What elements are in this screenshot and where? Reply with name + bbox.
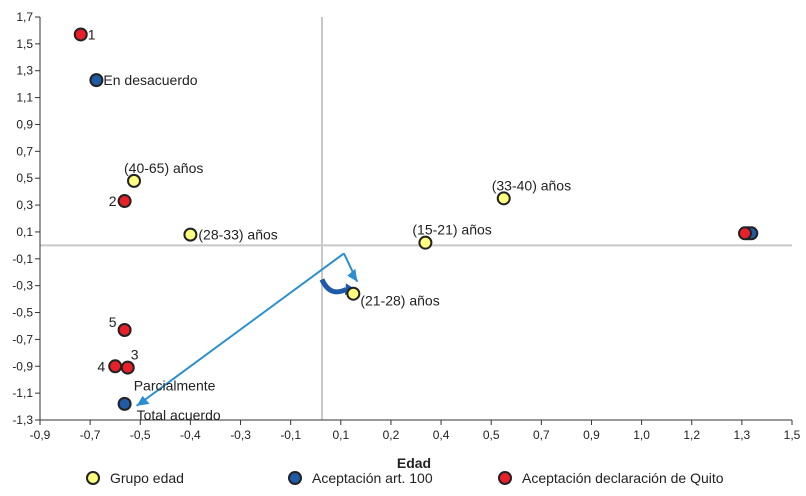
legend: Grupo edad Aceptación art. 100 Aceptació… [0, 470, 806, 496]
data-point [120, 360, 135, 375]
data-point [73, 27, 88, 42]
point-label: 4 [97, 358, 105, 374]
x-tick-label: 0,4 [433, 428, 450, 442]
y-tick-label: 1,1 [16, 91, 33, 105]
x-tick-label: 1,5 [784, 428, 801, 442]
y-tick-label: -0,5 [12, 306, 33, 320]
data-point [108, 359, 123, 374]
y-tick-label: -1,3 [12, 413, 33, 427]
plot-axes: -0,9 -0,7 -0,5 -0,4 -0,3 -0,1 0,1 0,2 0,4 0,5 0,7 0… [12, 10, 800, 442]
y-tick-label: 0,5 [16, 171, 33, 185]
legend-label: Aceptación declaración de Quito [522, 470, 724, 486]
x-tick-label: 0,7 [533, 428, 550, 442]
annotation-label: Parcialmente [134, 377, 216, 393]
x-tick-label: -0,1 [280, 428, 301, 442]
y-tick-label: 0,3 [16, 198, 33, 212]
x-tick-label: 0,5 [483, 428, 500, 442]
legend-swatch-red [498, 471, 512, 485]
data-point [418, 235, 433, 250]
x-tick-label: -0,5 [130, 428, 151, 442]
y-tick-label: 0,7 [16, 144, 33, 158]
plot-grid [40, 17, 792, 420]
point-label: Total acuerdo [137, 407, 221, 423]
data-point [496, 191, 511, 206]
y-tick-label: 0,9 [16, 117, 33, 131]
rotation-arc [319, 278, 348, 295]
point-label: En desacuerdo [103, 72, 197, 88]
y-tick-label: 1,7 [16, 10, 33, 24]
legend-item-grupo-edad: Grupo edad [86, 470, 184, 486]
point-label: 5 [109, 314, 117, 330]
legend-item-aceptacion-art-100: Aceptación art. 100 [288, 470, 433, 486]
y-tick-label: -0,1 [12, 252, 33, 266]
point-label: (28-33) años [198, 227, 277, 243]
data-point [89, 73, 104, 88]
y-tick-label: -0,7 [12, 332, 33, 346]
legend-swatch-blue [288, 471, 302, 485]
y-tick-label: 0,1 [16, 225, 33, 239]
data-point [117, 396, 132, 411]
point-label: (21-28) años [360, 293, 439, 309]
data-point [346, 286, 361, 301]
x-tick-label: 1,3 [734, 428, 751, 442]
y-tick-label: -1,1 [12, 386, 33, 400]
legend-label: Grupo edad [110, 470, 184, 486]
x-tick-label: -0,3 [230, 428, 251, 442]
x-tick-label: -0,7 [80, 428, 101, 442]
x-tick-label: 1,2 [683, 428, 700, 442]
arrow-head-total-acuerdo [136, 395, 150, 406]
point-label: 3 [131, 347, 139, 363]
arrow-head-21-28 [347, 268, 358, 282]
data-point [738, 226, 752, 241]
data-point [183, 227, 198, 242]
x-tick-label: 0,1 [332, 428, 349, 442]
x-tick-label: 1,0 [633, 428, 650, 442]
x-tick-label: 0,2 [383, 428, 400, 442]
legend-swatch-yellow [86, 471, 100, 485]
legend-label: Aceptación art. 100 [312, 470, 433, 486]
y-tick-label: -0,9 [12, 359, 33, 373]
data-points [73, 27, 759, 411]
data-point [117, 194, 132, 209]
annotation-arrows [136, 252, 359, 407]
data-point [117, 322, 132, 337]
x-tick-label: -0,9 [30, 428, 51, 442]
point-labels: (40-65) años (28-33) años (15-21) años (33-… [88, 26, 571, 422]
x-tick-label: -0,4 [180, 428, 201, 442]
y-tick-label: 1,5 [16, 37, 33, 51]
point-label: (40-65) años [124, 160, 203, 176]
x-axis-title: Edad [397, 455, 431, 471]
arrow-line-total-acuerdo [136, 252, 345, 407]
point-label: (15-21) años [412, 222, 491, 238]
x-tick-label: 0,9 [583, 428, 600, 442]
data-point [127, 173, 141, 188]
point-label: 2 [109, 193, 117, 209]
y-tick-label: -0,3 [12, 279, 33, 293]
point-label: 1 [88, 26, 96, 42]
legend-item-aceptacion-declaracion-quito: Aceptación declaración de Quito [498, 470, 724, 486]
point-label: (33-40) años [492, 177, 571, 193]
y-tick-label: 1,3 [16, 64, 33, 78]
